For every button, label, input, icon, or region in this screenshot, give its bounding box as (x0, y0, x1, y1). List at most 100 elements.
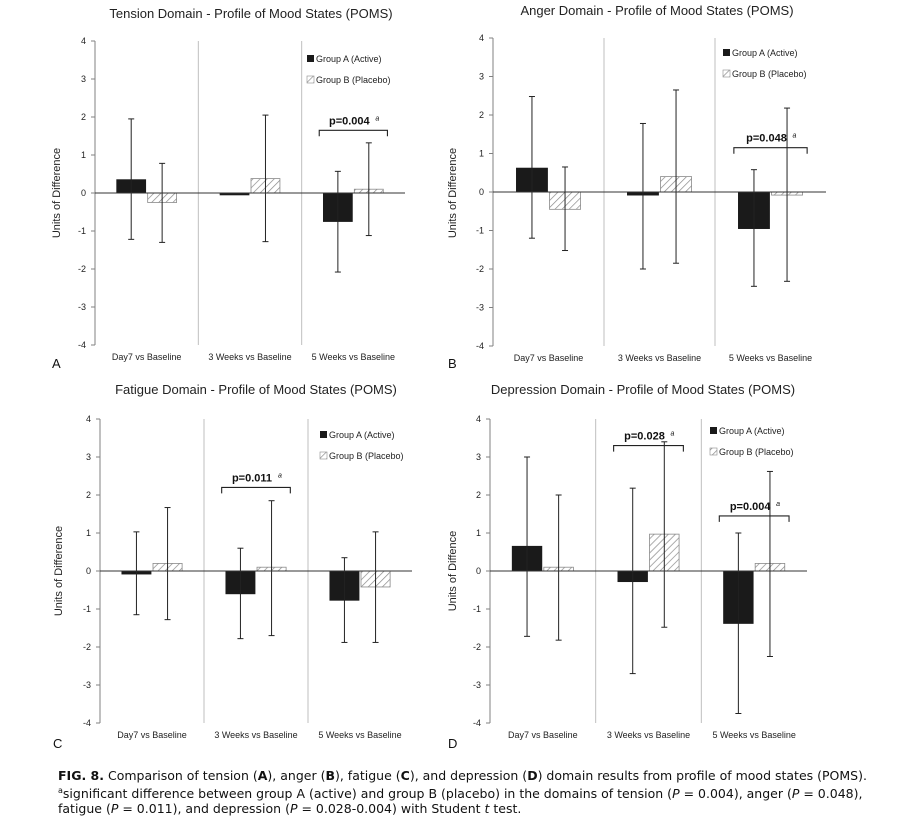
caption-t: t (484, 801, 490, 817)
y-tick-label: -3 (473, 680, 481, 690)
y-axis-label: Units of Difference (51, 148, 63, 238)
chart-title: Fatigue Domain - Profile of Mood States … (115, 382, 397, 397)
caption-p: P (110, 801, 119, 817)
legend-swatch-group-b (709, 447, 718, 456)
chart-title: Tension Domain - Profile of Mood States … (109, 6, 392, 21)
x-tick-label: 5 Weeks vs Baseline (318, 730, 401, 740)
y-tick-label: -3 (476, 303, 484, 313)
y-tick-label: 4 (81, 36, 86, 46)
p-value-footnote-mark: a (776, 501, 780, 508)
caption-text: = 0.048), (799, 786, 863, 802)
caption-p: P (672, 786, 680, 802)
legend-label-group-b: Group B (Placebo) (329, 451, 404, 461)
y-tick-label: 4 (86, 414, 91, 424)
y-tick-label: 0 (81, 188, 86, 198)
y-tick-label: 1 (86, 528, 91, 538)
p-value-footnote-mark: a (375, 115, 379, 122)
caption-fig-label: FIG. 8. (58, 768, 104, 783)
caption-text: ), fatigue ( (334, 768, 401, 783)
legend-label-group-a: Group A (Active) (732, 48, 798, 58)
caption-text: test. (489, 801, 522, 817)
significance-bracket (718, 515, 790, 522)
y-tick-label: -2 (476, 264, 484, 274)
chart-panel-a: Tension Domain - Profile of Mood States … (51, 6, 405, 371)
x-tick-label: Day7 vs Baseline (112, 352, 182, 362)
p-value-label: p=0.048 (746, 133, 787, 145)
caption-text: ) domain results from profile of mood st… (537, 768, 867, 783)
y-tick-label: 3 (81, 74, 86, 84)
caption-panel-c: C (400, 768, 410, 783)
caption-p: P (289, 801, 298, 817)
y-tick-label: 2 (86, 490, 91, 500)
caption-panel-a: A (257, 768, 268, 783)
caption-text: fatigue ( (58, 801, 111, 817)
caption-panel-d: D (527, 768, 538, 783)
caption-text: = 0.028-0.004) with Student (297, 801, 485, 817)
x-tick-label: 3 Weeks vs Baseline (607, 730, 690, 740)
significance-bracket (613, 445, 684, 452)
y-tick-label: 1 (81, 150, 86, 160)
legend-swatch-group-b (319, 451, 328, 460)
significance-bracket (733, 147, 808, 154)
x-tick-label: 3 Weeks vs Baseline (618, 353, 701, 363)
legend-swatch-group-b (722, 69, 731, 78)
y-tick-label: -4 (78, 340, 86, 350)
x-tick-label: 3 Weeks vs Baseline (214, 730, 297, 740)
y-axis-label: Units of Diffence (447, 531, 459, 612)
legend-swatch-group-a (710, 427, 717, 434)
y-tick-label: -1 (83, 604, 91, 614)
legend-swatch-group-a (320, 431, 327, 438)
chart-panel-c: Fatigue Domain - Profile of Mood States … (53, 382, 412, 751)
y-tick-label: -4 (476, 341, 484, 351)
y-tick-label: -4 (473, 718, 481, 728)
y-tick-label: -3 (78, 302, 86, 312)
y-tick-label: 2 (479, 110, 484, 120)
y-tick-label: 0 (86, 566, 91, 576)
x-tick-label: 5 Weeks vs Baseline (729, 353, 812, 363)
figure-caption: FIG. 8. Comparison of tension (A), anger… (58, 768, 888, 816)
y-tick-label: 3 (86, 452, 91, 462)
chart-panel-d: Depression Domain - Profile of Mood Stat… (447, 382, 807, 751)
caption-text: = 0.004), anger ( (679, 786, 792, 802)
caption-p: P (791, 786, 800, 802)
p-value-label: p=0.011 (232, 472, 272, 484)
p-value-footnote-mark: a (671, 431, 675, 438)
legend-label-group-b: Group B (Placebo) (316, 75, 391, 85)
x-tick-label: Day7 vs Baseline (508, 730, 578, 740)
x-tick-label: 5 Weeks vs Baseline (312, 352, 395, 362)
y-tick-label: 0 (479, 187, 484, 197)
y-tick-label: -4 (83, 718, 91, 728)
y-tick-label: -2 (78, 264, 86, 274)
legend-swatch-group-a (723, 49, 730, 56)
caption-footnote-mark: a (58, 786, 63, 795)
panel-label: C (53, 736, 62, 751)
y-tick-label: -2 (83, 642, 91, 652)
caption-text: ), and depression ( (409, 768, 528, 783)
y-tick-label: 1 (476, 528, 481, 538)
x-tick-label: 3 Weeks vs Baseline (208, 352, 291, 362)
p-value-footnote-mark: a (278, 472, 282, 479)
p-value-label: p=0.028 (624, 431, 665, 443)
chart-panel-b: Anger Domain - Profile of Mood States (P… (447, 3, 826, 371)
y-tick-label: -3 (83, 680, 91, 690)
legend-swatch-group-a (307, 55, 314, 62)
panel-label: A (52, 356, 61, 371)
y-tick-label: 2 (476, 490, 481, 500)
y-tick-label: 1 (479, 149, 484, 159)
legend-label-group-b: Group B (Placebo) (719, 447, 794, 457)
p-value-label: p=0.004 (329, 115, 371, 127)
significance-bracket (221, 486, 291, 494)
y-tick-label: 3 (479, 72, 484, 82)
panel-label: B (448, 356, 457, 371)
y-tick-label: -2 (473, 642, 481, 652)
caption-text: Comparison of tension ( (104, 768, 258, 783)
x-tick-label: 5 Weeks vs Baseline (712, 730, 795, 740)
y-tick-label: -1 (476, 226, 484, 236)
panel-label: D (448, 736, 457, 751)
y-tick-label: 2 (81, 112, 86, 122)
caption-panel-b: B (325, 768, 335, 783)
p-value-label: p=0.004 (730, 501, 772, 513)
figure-svg: Tension Domain - Profile of Mood States … (51, 3, 826, 751)
legend-label-group-a: Group A (Active) (316, 54, 382, 64)
chart-title: Anger Domain - Profile of Mood States (P… (520, 3, 793, 18)
